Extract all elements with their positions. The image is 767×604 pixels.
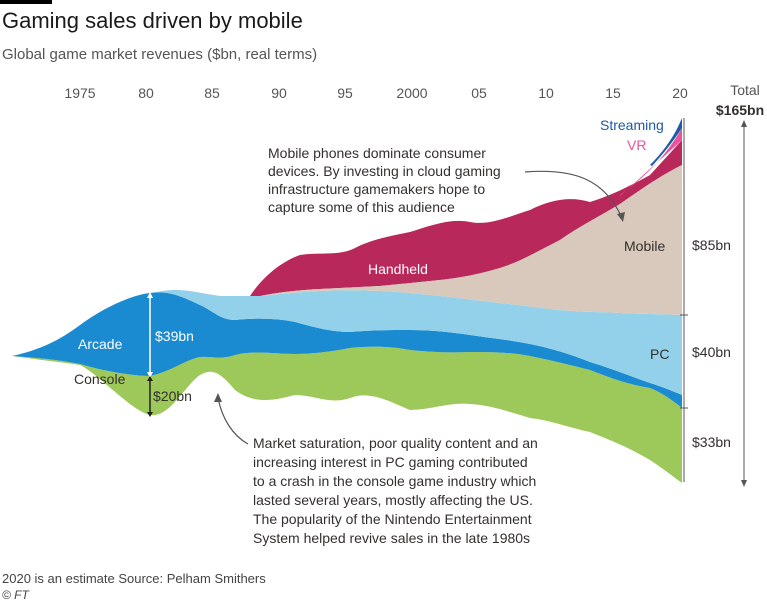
series-label-handheld: Handheld xyxy=(368,261,428,277)
annotation-line: lasted several years, mostly affecting t… xyxy=(253,492,533,508)
pc-area xyxy=(150,290,682,395)
console-peak-label: $20bn xyxy=(153,388,192,404)
peak-markers: $39bn $20bn xyxy=(147,292,194,417)
x-tick-label: 15 xyxy=(605,85,621,101)
handheld-area xyxy=(250,140,682,296)
annotation-line: capture some of this audience xyxy=(268,199,455,215)
arcade-peak-label: $39bn xyxy=(155,328,194,344)
console-annotation: Market saturation, poor quality content … xyxy=(214,393,538,546)
annotation-line: Mobile phones dominate consumer xyxy=(268,145,486,161)
series-label-arcade: Arcade xyxy=(78,336,123,352)
x-tick-label: 90 xyxy=(271,85,287,101)
x-tick-label: 2000 xyxy=(396,85,427,101)
series-label-vr: VR xyxy=(627,137,646,153)
area-layers xyxy=(12,118,682,483)
total-value: $165bn xyxy=(716,102,764,118)
annotation-line: increasing interest in PC gaming contrib… xyxy=(253,454,528,470)
series-label-streaming: Streaming xyxy=(600,117,664,133)
annotation-line: System helped revive sales in the late 1… xyxy=(253,530,530,546)
x-tick-label: 85 xyxy=(204,85,220,101)
ft-copyright: © FT xyxy=(2,588,29,602)
chart-subtitle: Global game market revenues ($bn, real t… xyxy=(2,46,318,63)
mobile-annotation: Mobile phones dominate consumer devices.… xyxy=(268,145,625,222)
x-tick-label: 80 xyxy=(138,85,154,101)
annotation-line: infrastructure gamemakers hope to xyxy=(268,181,485,197)
arcade-area xyxy=(12,292,682,408)
series-label-console: Console xyxy=(74,371,126,387)
annotation-line: devices. By investing in cloud gaming xyxy=(268,163,501,179)
x-tick-label: 05 xyxy=(471,85,487,101)
console-area xyxy=(12,346,682,483)
annotation-line: to a crash in the console game industry … xyxy=(253,473,536,489)
series-labels: Arcade Console Handheld Mobile PC Stream… xyxy=(74,117,669,387)
value-brackets-2020: $85bn $40bn $33bn xyxy=(680,118,747,487)
chart-title: Gaming sales driven by mobile xyxy=(2,8,303,33)
series-label-mobile: Mobile xyxy=(624,238,665,254)
pc-value-label: $40bn xyxy=(692,344,731,360)
x-tick-label: 95 xyxy=(337,85,353,101)
series-label-pc: PC xyxy=(650,346,669,362)
console-value-label: $33bn xyxy=(692,434,731,450)
mobile-area xyxy=(260,165,682,315)
ft-brand-bar xyxy=(0,0,52,4)
x-tick-label: 10 xyxy=(538,85,554,101)
annotation-line: The popularity of the Nintendo Entertain… xyxy=(253,511,532,527)
annotation-line: Market saturation, poor quality content … xyxy=(253,435,538,451)
x-tick-label: 20 xyxy=(672,85,688,101)
mobile-value-label: $85bn xyxy=(692,237,731,253)
source-note: 2020 is an estimate Source: Pelham Smith… xyxy=(2,571,266,586)
x-axis: 1975 80 85 90 95 2000 05 10 15 20 Total … xyxy=(64,82,764,118)
total-header: Total xyxy=(730,82,760,98)
x-tick-label: 1975 xyxy=(64,85,95,101)
